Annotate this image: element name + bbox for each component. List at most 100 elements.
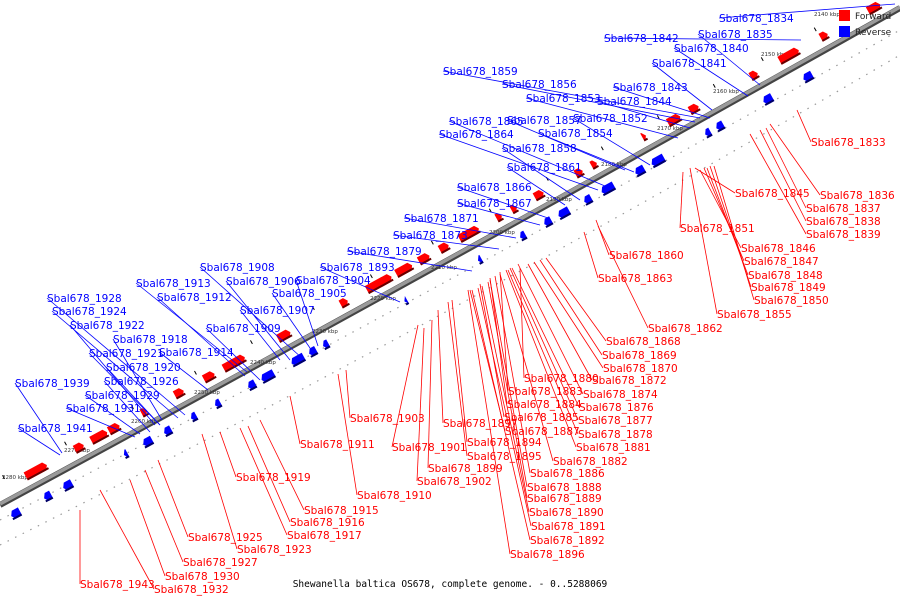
gene-label[interactable]: Sbal678_1894 [467,437,542,449]
gene-label[interactable]: Sbal678_1920 [106,362,181,374]
gene-label[interactable]: Sbal678_1887 [505,426,580,438]
gene-label[interactable]: Sbal678_1880 [524,373,599,385]
gene-label[interactable]: Sbal678_1837 [806,203,881,215]
gene-label[interactable]: Sbal678_1913 [136,278,211,290]
gene-label[interactable]: Sbal678_1892 [530,535,605,547]
gene-label[interactable]: Sbal678_1842 [604,33,679,45]
gene-label[interactable]: Sbal678_1914 [159,347,234,359]
gene-label[interactable]: Sbal678_1865 [449,116,524,128]
gene-label[interactable]: Sbal678_1873 [393,230,468,242]
gene-label[interactable]: Sbal678_1867 [457,198,532,210]
gene-label[interactable]: Sbal678_1909 [206,323,281,335]
gene-label[interactable]: Sbal678_1916 [290,517,365,529]
gene-label[interactable]: Sbal678_1855 [717,309,792,321]
gene-label[interactable]: Sbal678_1901 [392,442,467,454]
gene-label[interactable]: Sbal678_1843 [613,82,688,94]
gene-label[interactable]: Sbal678_1861 [507,162,582,174]
gene-label[interactable]: Sbal678_1836 [820,190,895,202]
gene-label[interactable]: Sbal678_1834 [719,13,794,25]
gene-label[interactable]: Sbal678_1910 [357,490,432,502]
gene-label[interactable]: Sbal678_1943 [80,579,155,591]
gene-label[interactable]: Sbal678_1838 [806,216,881,228]
gene-label[interactable]: Sbal678_1924 [52,306,127,318]
gene-label[interactable]: Sbal678_1889 [527,493,602,505]
gene-label[interactable]: Sbal678_1850 [754,295,829,307]
gene-label[interactable]: Sbal678_1893 [320,262,395,274]
gene-label[interactable]: Sbal678_1833 [811,137,886,149]
gene-label[interactable]: Sbal678_1897 [443,418,518,430]
gene-label[interactable]: Sbal678_1922 [70,320,145,332]
gene-label[interactable]: Sbal678_1912 [157,292,232,304]
gene-label[interactable]: Sbal678_1860 [609,250,684,262]
gene-label[interactable]: Sbal678_1840 [674,43,749,55]
gene-label[interactable]: Sbal678_1864 [439,129,514,141]
gene-label[interactable]: Sbal678_1929 [85,390,160,402]
gene-label[interactable]: Sbal678_1903 [350,413,425,425]
gene-label[interactable]: Sbal678_1925 [188,532,263,544]
gene-label[interactable]: Sbal678_1870 [603,363,678,375]
gene-label[interactable]: Sbal678_1899 [428,463,503,475]
gene-label[interactable]: Sbal678_1931 [66,403,141,415]
gene-label[interactable]: Sbal678_1871 [404,213,479,225]
gene-label[interactable]: Sbal678_1874 [583,389,658,401]
gene-label[interactable]: Sbal678_1906 [226,276,301,288]
gene-label[interactable]: Sbal678_1895 [467,451,542,463]
gene-label[interactable]: Sbal678_1854 [538,128,613,140]
gene-label[interactable]: Sbal678_1876 [579,402,654,414]
gene-label[interactable]: Sbal678_1884 [507,399,582,411]
gene-label[interactable]: Sbal678_1877 [578,415,653,427]
gene-label[interactable]: Sbal678_1845 [735,188,810,200]
gene-label[interactable]: Sbal678_1848 [748,270,823,282]
gene-label[interactable]: Sbal678_1888 [527,482,602,494]
gene-label[interactable]: Sbal678_1904 [296,275,371,287]
gene-label[interactable]: Sbal678_1941 [18,423,93,435]
gene-label[interactable]: Sbal678_1835 [698,29,773,41]
gene-label[interactable]: Sbal678_1846 [741,243,816,255]
gene-label[interactable]: Sbal678_1919 [236,472,311,484]
gene-label[interactable]: Sbal678_1851 [680,223,755,235]
gene-label[interactable]: Sbal678_1891 [531,521,606,533]
gene-label[interactable]: Sbal678_1905 [272,288,347,300]
gene-label[interactable]: Sbal678_1863 [598,273,673,285]
gene-label[interactable]: Sbal678_1879 [347,246,422,258]
gene-label[interactable]: Sbal678_1927 [183,557,258,569]
gene-label[interactable]: Sbal678_1886 [530,468,605,480]
label-leader-line [545,257,607,342]
gene-label[interactable]: Sbal678_1847 [744,256,819,268]
gene-label[interactable]: Sbal678_1872 [592,375,667,387]
gene-label[interactable]: Sbal678_1921 [89,348,164,360]
gene-label[interactable]: Sbal678_1853 [526,93,601,105]
gene-label[interactable]: Sbal678_1858 [502,143,577,155]
gene-label[interactable]: Sbal678_1841 [652,58,727,70]
gene-label[interactable]: Sbal678_1859 [443,66,518,78]
gene-label[interactable]: Sbal678_1869 [602,350,677,362]
gene-label[interactable]: Sbal678_1939 [15,378,90,390]
gene-label[interactable]: Sbal678_1866 [457,182,532,194]
gene-label[interactable]: Sbal678_1857 [507,115,582,127]
gene-label[interactable]: Sbal678_1890 [529,507,604,519]
gene-label[interactable]: Sbal678_1885 [504,412,579,424]
gene-label[interactable]: Sbal678_1896 [510,549,585,561]
gene-label[interactable]: Sbal678_1926 [104,376,179,388]
gene-label[interactable]: Sbal678_1932 [154,584,229,596]
gene-label[interactable]: Sbal678_1908 [200,262,275,274]
gene-label[interactable]: Sbal678_1907 [240,305,315,317]
gene-label[interactable]: Sbal678_1881 [576,442,651,454]
gene-label[interactable]: Sbal678_1917 [287,530,362,542]
gene-label[interactable]: Sbal678_1839 [806,229,881,241]
gene-label[interactable]: Sbal678_1918 [113,334,188,346]
gene-label[interactable]: Sbal678_1852 [573,113,648,125]
gene-label[interactable]: Sbal678_1878 [578,429,653,441]
gene-label[interactable]: Sbal678_1923 [237,544,312,556]
gene-label[interactable]: Sbal678_1844 [597,96,672,108]
gene-label[interactable]: Sbal678_1930 [165,571,240,583]
gene-label[interactable]: Sbal678_1882 [553,456,628,468]
gene-label[interactable]: Sbal678_1868 [606,336,681,348]
gene-label[interactable]: Sbal678_1862 [648,323,723,335]
gene-label[interactable]: Sbal678_1902 [417,476,492,488]
gene-label[interactable]: Sbal678_1915 [304,505,379,517]
gene-label[interactable]: Sbal678_1911 [300,439,375,451]
gene-label[interactable]: Sbal678_1856 [502,79,577,91]
gene-label[interactable]: Sbal678_1928 [47,293,122,305]
gene-label[interactable]: Sbal678_1849 [751,282,826,294]
